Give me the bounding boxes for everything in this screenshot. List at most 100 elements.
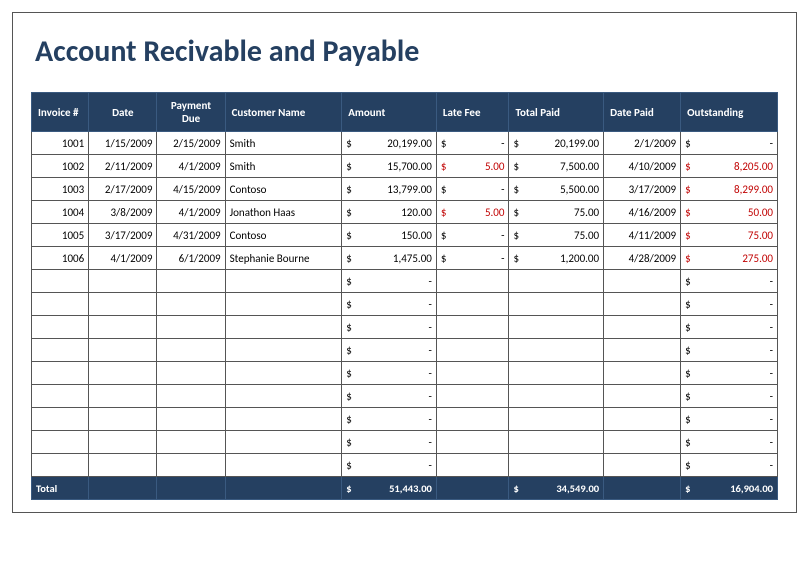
- cell-invoice: 1003: [32, 178, 89, 201]
- cell-empty: [436, 454, 509, 477]
- cell-date: 3/8/2009: [89, 201, 157, 224]
- cell-empty: [32, 270, 89, 293]
- cell-empty: [89, 454, 157, 477]
- table-row: 10022/11/20094/1/2009Smith$15,700.00$5.0…: [32, 155, 778, 178]
- cell-currency: $-: [681, 362, 778, 385]
- cell-empty: [157, 385, 225, 408]
- cell-empty: [225, 431, 342, 454]
- cell-currency: $275.00: [681, 247, 778, 270]
- cell-currency: $-: [342, 293, 437, 316]
- cell-date: 2/17/2009: [89, 178, 157, 201]
- cell-empty: [436, 316, 509, 339]
- cell-empty: [32, 431, 89, 454]
- cell-invoice: 1005: [32, 224, 89, 247]
- total-outstanding: $16,904.00: [681, 477, 778, 500]
- cell-empty: [604, 408, 681, 431]
- cell-currency: $-: [342, 339, 437, 362]
- cell-date: 1/15/2009: [89, 132, 157, 155]
- cell-empty: [509, 385, 604, 408]
- col-amount: Amount: [342, 93, 437, 132]
- cell-customer: Stephanie Bourne: [225, 247, 342, 270]
- col-invoice: Invoice #: [32, 93, 89, 132]
- cell-payment-due: 4/15/2009: [157, 178, 225, 201]
- cell-empty: [32, 454, 89, 477]
- cell-empty: [436, 270, 509, 293]
- table-row-empty: $-$-: [32, 339, 778, 362]
- cell-invoice: 1002: [32, 155, 89, 178]
- cell-empty: [32, 316, 89, 339]
- cell-empty: [89, 270, 157, 293]
- cell-date-paid: 4/10/2009: [604, 155, 681, 178]
- cell-currency: $-: [681, 132, 778, 155]
- cell-currency: $-: [342, 270, 437, 293]
- table-body: 10011/15/20092/15/2009Smith$20,199.00$-$…: [32, 132, 778, 477]
- cell-empty: [89, 362, 157, 385]
- cell-empty: [509, 454, 604, 477]
- cell-empty: [157, 339, 225, 362]
- cell-date: 3/17/2009: [89, 224, 157, 247]
- cell-currency: $-: [342, 385, 437, 408]
- total-amount: $51,443.00: [342, 477, 437, 500]
- cell-currency: $-: [681, 431, 778, 454]
- cell-currency: $75.00: [681, 224, 778, 247]
- cell-currency: $-: [342, 454, 437, 477]
- cell-currency: $-: [436, 247, 509, 270]
- total-label: Total: [32, 477, 89, 500]
- cell-currency: $1,200.00: [509, 247, 604, 270]
- table-row-empty: $-$-: [32, 316, 778, 339]
- cell-currency: $5.00: [436, 201, 509, 224]
- cell-date-paid: 4/28/2009: [604, 247, 681, 270]
- cell-empty: [436, 431, 509, 454]
- cell-payment-due: 6/1/2009: [157, 247, 225, 270]
- cell-empty: [89, 385, 157, 408]
- total-blank: [436, 477, 509, 500]
- cell-customer: Contoso: [225, 178, 342, 201]
- table-row-empty: $- $-: [32, 270, 778, 293]
- cell-empty: [604, 385, 681, 408]
- cell-empty: [604, 431, 681, 454]
- cell-empty: [32, 339, 89, 362]
- cell-customer: Contoso: [225, 224, 342, 247]
- cell-payment-due: 2/15/2009: [157, 132, 225, 155]
- cell-empty: [509, 293, 604, 316]
- table-row-empty: $-$-: [32, 408, 778, 431]
- cell-customer: Jonathon Haas: [225, 201, 342, 224]
- cell-currency: $-: [436, 224, 509, 247]
- cell-currency: $8,205.00: [681, 155, 778, 178]
- cell-empty: [32, 408, 89, 431]
- cell-empty: [32, 362, 89, 385]
- cell-currency: $7,500.00: [509, 155, 604, 178]
- col-outstanding: Outstanding: [681, 93, 778, 132]
- total-blank: [604, 477, 681, 500]
- cell-empty: [604, 316, 681, 339]
- cell-empty: [509, 339, 604, 362]
- cell-empty: [509, 270, 604, 293]
- cell-empty: [89, 408, 157, 431]
- cell-date-paid: 3/17/2009: [604, 178, 681, 201]
- col-customer: Customer Name: [225, 93, 342, 132]
- table-row-empty: $-$-: [32, 362, 778, 385]
- cell-currency: $-: [342, 408, 437, 431]
- cell-currency: $75.00: [509, 224, 604, 247]
- total-blank: [89, 477, 157, 500]
- spreadsheet-sheet: Account Recivable and Payable Invoice # …: [12, 12, 797, 513]
- table-row-empty: $-$-: [32, 293, 778, 316]
- cell-currency: $20,199.00: [509, 132, 604, 155]
- cell-currency: $75.00: [509, 201, 604, 224]
- cell-empty: [89, 339, 157, 362]
- table-row: 10043/8/20094/1/2009Jonathon Haas$120.00…: [32, 201, 778, 224]
- cell-currency: $-: [681, 270, 778, 293]
- col-date-paid: Date Paid: [604, 93, 681, 132]
- cell-currency: $-: [342, 316, 437, 339]
- cell-date: 2/11/2009: [89, 155, 157, 178]
- cell-empty: [604, 362, 681, 385]
- table-footer: Total $51,443.00 $34,549.00 $16,904.00: [32, 477, 778, 500]
- table-row-empty: $-$-: [32, 454, 778, 477]
- receivable-table: Invoice # Date Payment Due Customer Name…: [31, 92, 778, 500]
- cell-empty: [157, 293, 225, 316]
- cell-currency: $5,500.00: [509, 178, 604, 201]
- cell-currency: $120.00: [342, 201, 437, 224]
- cell-empty: [157, 431, 225, 454]
- cell-currency: $8,299.00: [681, 178, 778, 201]
- cell-currency: $1,475.00: [342, 247, 437, 270]
